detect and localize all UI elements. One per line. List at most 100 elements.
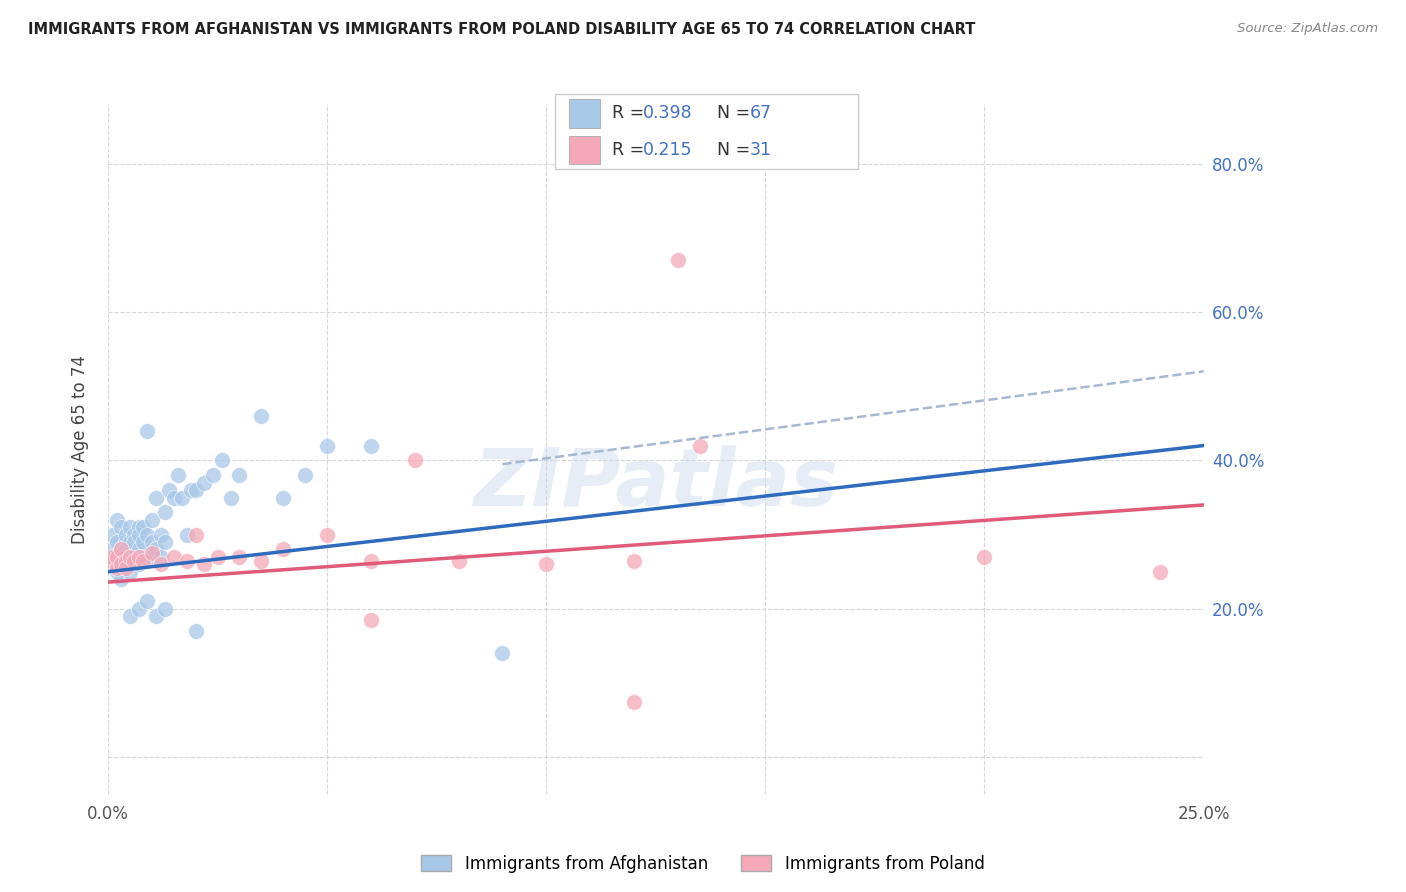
Point [101, 553, 124, 567]
Text: R =: R = [612, 104, 650, 122]
Text: 67: 67 [749, 104, 772, 122]
Point [153, 535, 176, 549]
Point [145, 609, 167, 624]
Point [101, 542, 124, 557]
Point [118, 535, 141, 549]
Text: N =: N = [717, 141, 756, 159]
Point [219, 491, 242, 505]
Point [128, 527, 150, 541]
Point [141, 546, 163, 560]
Point [105, 535, 128, 549]
Point [118, 549, 141, 564]
Point [141, 549, 163, 564]
Point [124, 527, 146, 541]
Point [623, 553, 645, 567]
Point [105, 549, 128, 564]
Point [124, 542, 146, 557]
Point [271, 491, 294, 505]
Point [110, 572, 132, 586]
Text: N =: N = [717, 104, 756, 122]
Point [128, 558, 150, 572]
Point [128, 549, 150, 564]
Point [132, 553, 155, 567]
Point [141, 535, 163, 549]
Point [149, 558, 172, 572]
Point [271, 542, 294, 557]
Point [118, 520, 141, 534]
Point [105, 549, 128, 564]
Point [124, 553, 146, 567]
Point [153, 505, 176, 519]
Point [193, 475, 215, 490]
Point [132, 535, 155, 549]
Point [157, 483, 180, 497]
Point [114, 558, 136, 572]
Point [118, 609, 141, 624]
Point [105, 513, 128, 527]
Text: R =: R = [612, 141, 650, 159]
Point [360, 553, 382, 567]
Point [136, 527, 159, 541]
Point [136, 424, 159, 438]
Point [118, 565, 141, 579]
Point [132, 520, 155, 534]
Text: IMMIGRANTS FROM AFGHANISTAN VS IMMIGRANTS FROM POLAND DISABILITY AGE 65 TO 74 CO: IMMIGRANTS FROM AFGHANISTAN VS IMMIGRANT… [28, 22, 976, 37]
Point [149, 527, 172, 541]
Point [110, 542, 132, 557]
Point [316, 527, 339, 541]
Point [114, 553, 136, 567]
Point [202, 468, 225, 483]
Point [184, 483, 207, 497]
Point [110, 558, 132, 572]
Point [128, 520, 150, 534]
Text: 0.215: 0.215 [643, 141, 692, 159]
Point [1149, 565, 1171, 579]
Point [228, 549, 250, 564]
Point [176, 553, 198, 567]
Point [316, 439, 339, 453]
Point [207, 549, 229, 564]
Point [110, 520, 132, 534]
Point [180, 483, 202, 497]
Point [141, 513, 163, 527]
Point [163, 549, 186, 564]
Point [114, 527, 136, 541]
Legend: Immigrants from Afghanistan, Immigrants from Poland: Immigrants from Afghanistan, Immigrants … [415, 848, 991, 880]
Point [250, 553, 273, 567]
Text: Source: ZipAtlas.com: Source: ZipAtlas.com [1237, 22, 1378, 36]
Point [211, 453, 233, 467]
Point [193, 558, 215, 572]
Point [118, 549, 141, 564]
Point [623, 695, 645, 709]
Point [167, 468, 190, 483]
Point [124, 535, 146, 549]
Point [114, 535, 136, 549]
Point [184, 527, 207, 541]
Text: 31: 31 [749, 141, 772, 159]
Point [132, 549, 155, 564]
Point [447, 553, 470, 567]
Point [101, 558, 124, 572]
Point [128, 542, 150, 557]
Point [172, 491, 194, 505]
Point [176, 527, 198, 541]
Point [118, 558, 141, 572]
Point [114, 561, 136, 575]
Point [128, 602, 150, 616]
Point [110, 542, 132, 557]
Point [163, 491, 186, 505]
Point [973, 549, 995, 564]
Point [145, 542, 167, 557]
Point [105, 565, 128, 579]
Point [294, 468, 316, 483]
Point [360, 613, 382, 627]
Point [114, 542, 136, 557]
Point [101, 549, 124, 564]
Point [184, 624, 207, 639]
Point [145, 491, 167, 505]
Point [101, 527, 124, 541]
Point [110, 558, 132, 572]
Point [536, 558, 558, 572]
Point [153, 602, 176, 616]
Point [360, 439, 382, 453]
